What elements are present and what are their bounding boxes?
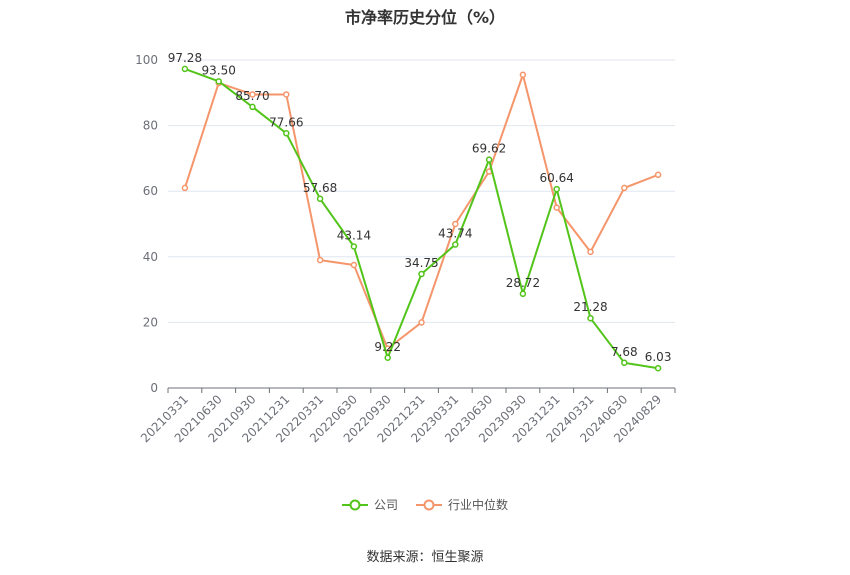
data-label: 85.70 [235, 89, 269, 103]
data-label: 60.64 [540, 171, 574, 185]
data-label: 6.03 [645, 350, 672, 364]
series-point-1 [181, 184, 189, 192]
series-point-1 [316, 256, 324, 264]
source-note: 数据来源：恒生聚源 [366, 550, 484, 565]
legend-item-industry-median[interactable]: 行业中位数 [416, 496, 508, 513]
series-point-0 [621, 359, 628, 367]
series-point-0 [316, 195, 324, 203]
series-point-1 [519, 71, 527, 79]
series-point-0 [452, 241, 459, 248]
series-point-1 [553, 204, 560, 211]
legend-item-company[interactable]: 公司 [341, 496, 398, 513]
series-point-1 [654, 171, 662, 179]
series-point-0 [587, 314, 594, 322]
data-label: 7.68 [611, 345, 638, 359]
legend-marker-industry-median [416, 499, 442, 510]
y-tick-label: 100 [135, 53, 158, 67]
series-point-0 [249, 103, 256, 111]
x-axis: 2021033120210630202109302021123120220331… [138, 387, 676, 445]
series-point-1 [350, 261, 358, 269]
series-point-0 [553, 185, 560, 193]
y-tick-label: 0 [150, 381, 158, 395]
series-point-1 [621, 184, 628, 192]
series-point-0 [654, 364, 662, 372]
series-layer [181, 65, 662, 372]
legend-label-industry-median: 行业中位数 [448, 498, 509, 512]
data-label: 9.22 [374, 340, 401, 354]
series-point-0 [181, 65, 189, 73]
y-tick-label: 60 [143, 184, 158, 198]
chart-title: 市净率历史分位（%） [344, 8, 506, 27]
data-label: 69.62 [472, 142, 506, 156]
data-label: 34.75 [404, 256, 438, 270]
series-point-1 [587, 248, 594, 256]
data-label: 57.68 [303, 181, 337, 195]
line-chart: 0 20 40 60 80 100 202103312021063020210930202… [135, 51, 676, 445]
series-point-0 [350, 243, 358, 250]
y-tick-label: 40 [143, 250, 158, 264]
data-label: 43.14 [337, 229, 371, 243]
legend: 公司 行业中位数 [0, 496, 850, 513]
series-point-0 [418, 270, 425, 278]
series-point-1 [249, 91, 256, 98]
y-tick-label: 80 [143, 119, 158, 133]
series-point-0 [283, 130, 290, 137]
series-point-1 [283, 91, 290, 98]
series-point-0 [384, 354, 391, 362]
series-point-0 [215, 78, 222, 85]
series-point-0 [519, 290, 527, 298]
series-point-1 [452, 220, 459, 228]
data-label: 21.28 [573, 300, 607, 314]
data-label: 97.28 [168, 51, 202, 65]
data-label: 43.74 [438, 227, 472, 241]
data-label: 93.50 [202, 63, 236, 77]
data-label: 77.66 [269, 115, 303, 129]
data-label: 28.72 [506, 276, 540, 290]
series-point-0 [485, 156, 493, 163]
legend-label-company: 公司 [373, 498, 398, 512]
y-axis: 0 20 40 60 80 100 [135, 53, 158, 395]
series-point-1 [418, 319, 425, 326]
legend-marker-company [341, 499, 368, 510]
y-tick-label: 20 [143, 315, 158, 329]
